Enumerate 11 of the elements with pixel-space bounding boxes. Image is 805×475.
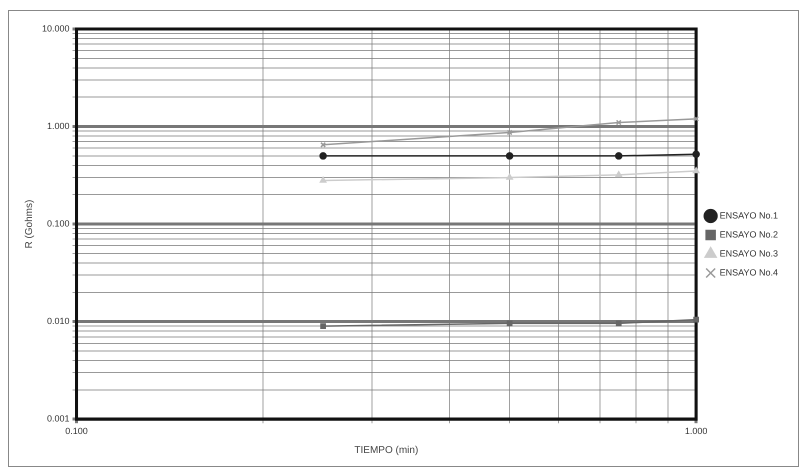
legend-label: ENSAYO No.2 [720, 229, 778, 240]
y-tick-label: 0.010 [46, 316, 70, 326]
y-tick-label: 1.000 [46, 121, 70, 132]
x-axis-title: TIEMPO (min) [354, 444, 418, 456]
y-axis-title: R (Gohms) [24, 200, 35, 249]
y-tick-label: 0.001 [46, 414, 70, 424]
legend-label: ENSAYO No.3 [720, 248, 778, 258]
legend-label: ENSAYO No.1 [720, 210, 778, 220]
y-tick-label: 0.100 [46, 218, 70, 229]
y-tick-label: 10.000 [42, 23, 70, 34]
legend-label: ENSAYO No.4 [720, 267, 778, 278]
